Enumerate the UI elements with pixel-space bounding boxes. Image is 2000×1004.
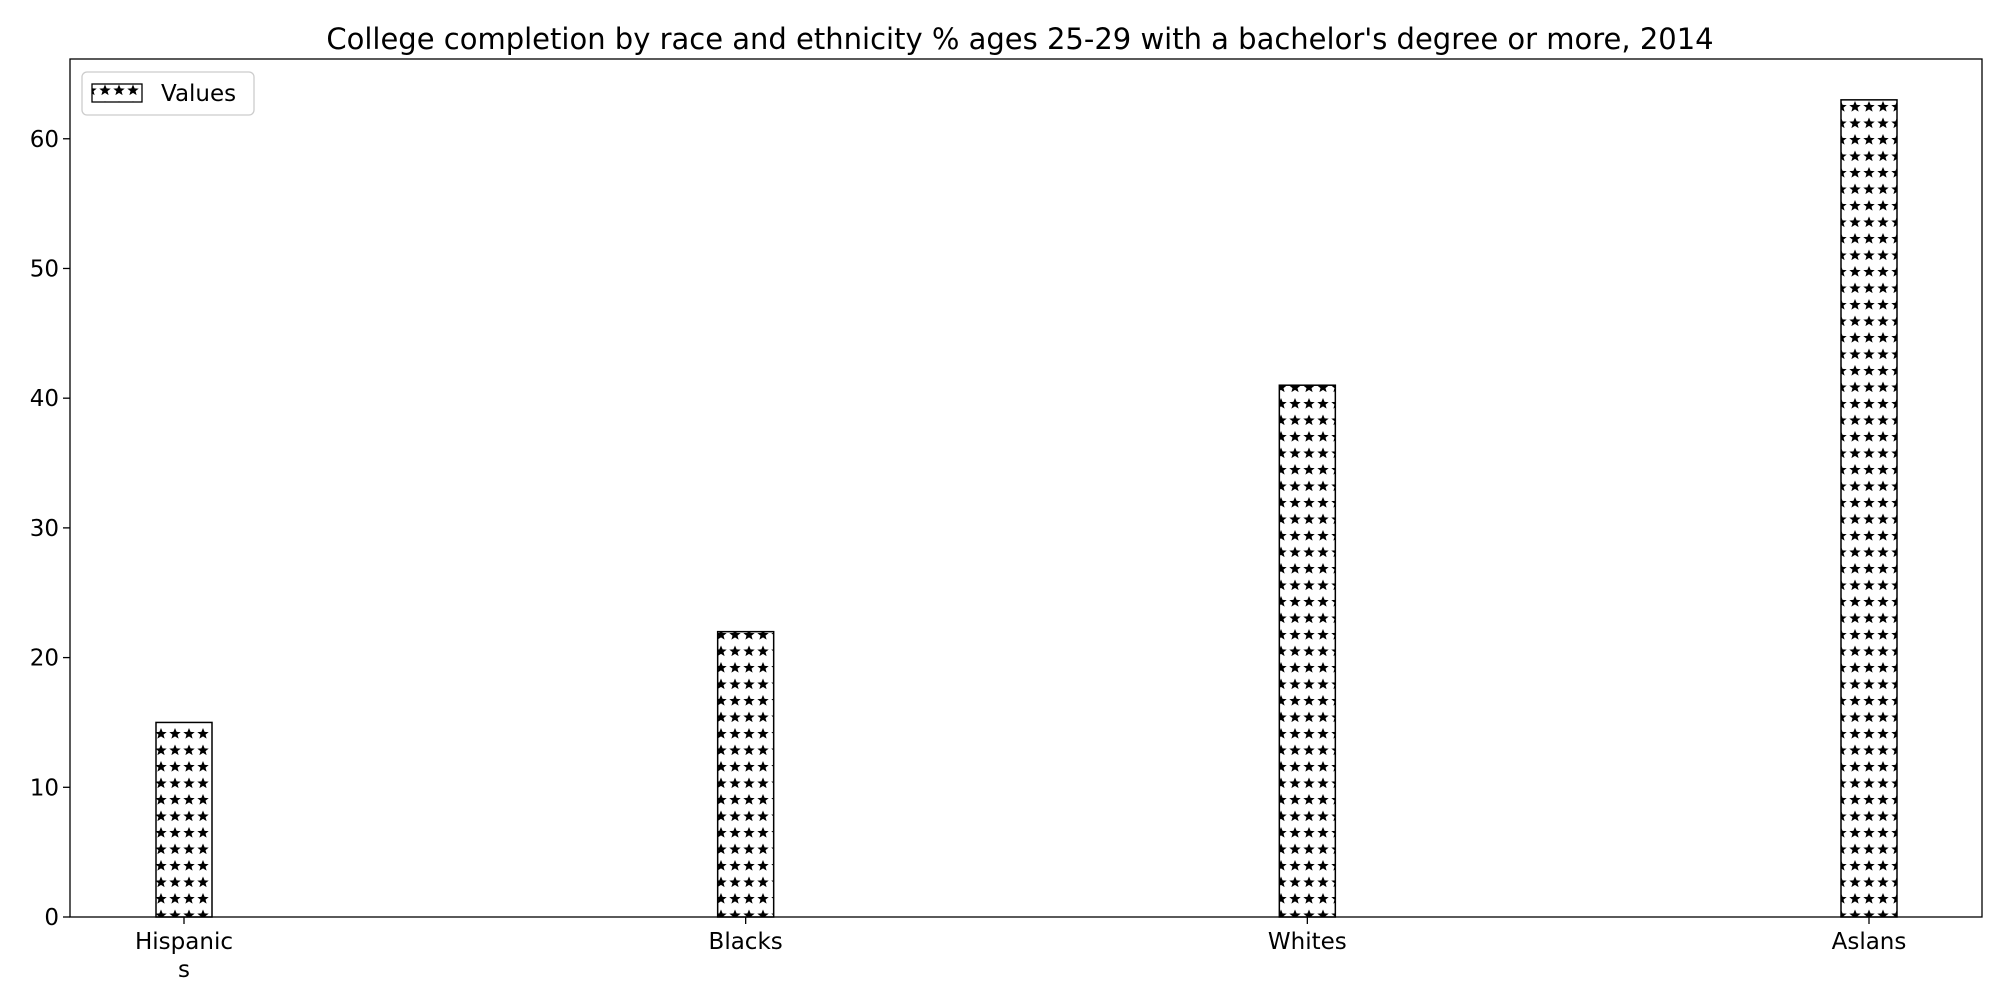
y-tick-label: 40 (30, 386, 59, 412)
bar (1840, 99, 1898, 918)
bar (716, 630, 775, 918)
legend-swatch (91, 83, 143, 103)
plot-frame (69, 58, 1983, 918)
bar (1278, 384, 1337, 918)
y-tick-label: 0 (44, 905, 59, 931)
bar (155, 721, 213, 918)
legend-box (81, 71, 255, 116)
x-tick-label: Blacks (709, 929, 783, 955)
y-tick-label: 60 (30, 127, 59, 153)
y-tick-label: 10 (30, 775, 59, 801)
y-tick-label: 20 (30, 646, 59, 672)
y-tick-label: 50 (30, 256, 59, 282)
x-tick-label: Hispanic s (135, 929, 233, 983)
x-tick-label: Whites (1268, 929, 1347, 955)
y-tick-label: 30 (30, 516, 59, 542)
x-tick-label: Aslans (1832, 929, 1907, 955)
chart-title: College completion by race and ethnicity… (326, 22, 1713, 56)
legend-label: Values (161, 81, 236, 107)
